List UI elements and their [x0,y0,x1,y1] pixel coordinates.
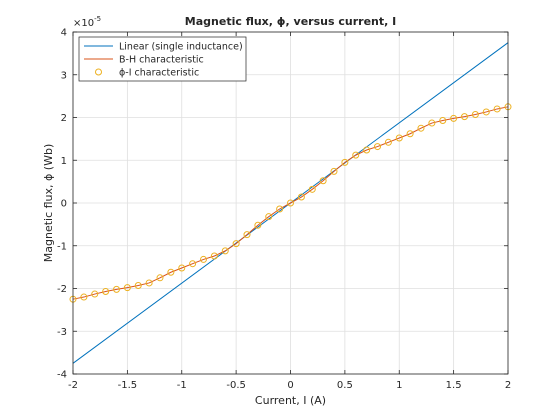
x-tick-label: 1.5 [446,380,462,391]
tick-layer [72,31,509,375]
data-point-marker [363,146,371,154]
data-point-marker [254,221,262,229]
data-point-marker [428,119,436,127]
legend-label-phi-i: ϕ-I characteristic [119,68,199,79]
data-point-marker [145,279,153,287]
data-point-marker [123,284,131,292]
x-tick-label: -1.5 [118,380,138,391]
x-tick-label: 2 [505,380,511,391]
y-exponent-power: -5 [94,15,101,23]
x-tick-label: -0.5 [226,380,246,391]
y-tick-label: 1 [61,156,67,167]
y-tick-label: 2 [61,113,67,124]
data-point-marker [221,247,229,255]
legend-item-phi-i: ϕ-I characteristic [95,68,199,79]
data-point-marker [297,193,305,201]
data-point-marker [189,260,197,268]
legend-item-linear: Linear (single inductance) [84,42,243,53]
data-point-marker [450,114,458,122]
data-point-marker [308,185,316,193]
legend-marker-phi-i [95,68,102,76]
series-line-1 [72,106,509,300]
data-point-marker [330,167,338,175]
y-exponent-base: ×10 [73,18,94,29]
data-point-marker [287,199,294,207]
legend-item-bh: B-H characteristic [84,55,204,66]
x-tick-label: 1 [396,380,402,391]
data-point-marker [80,293,88,301]
y-tick-label: -4 [57,370,67,381]
legend-label-bh: B-H characteristic [119,55,204,66]
data-point-marker [102,287,110,295]
data-point-marker [319,177,327,185]
y-tick-label: 3 [61,70,67,81]
data-point-marker [482,108,490,116]
grid-layer [72,31,509,375]
data-point-marker [113,285,120,293]
chart-title: Magnetic flux, ϕ, versus current, I [185,15,396,28]
y-tick-label: -3 [57,327,67,338]
legend-label-linear: Linear (single inductance) [119,42,243,53]
x-tick-label: -1 [177,380,187,391]
x-tick-label: -2 [68,380,78,391]
x-axis-label: Current, I (A) [255,394,326,407]
data-point-marker [265,213,273,221]
data-point-marker [200,255,207,263]
y-exponent-label: ×10-5 [73,15,101,29]
y-axis-label: Magnetic flux, ϕ (Wb) [42,144,55,262]
data-point-marker [384,138,392,146]
series-layer [69,42,512,364]
data-point-marker [417,124,425,132]
data-point-marker [406,130,414,138]
data-point-marker [276,205,284,213]
label-layer: -2 -1.5 -1 -0.5 0 0.5 1 1.5 2 -4 -3 -2 -1 0 1 2 3 4 [57,28,511,392]
x-tick-label: 0.5 [337,380,353,391]
data-point-marker [374,143,381,151]
data-point-marker [210,252,218,260]
data-point-marker [493,105,501,113]
y-tick-label: 4 [61,28,67,39]
x-tick-label: 0 [287,380,293,391]
data-point-marker [232,240,240,248]
data-point-marker [471,111,479,119]
y-tick-label: -2 [57,284,67,295]
y-tick-label: 0 [61,199,67,210]
y-tick-label: -1 [57,241,67,252]
data-point-marker [243,231,251,239]
data-point-marker [91,290,99,298]
data-point-marker [134,282,142,290]
data-point-marker [395,134,403,142]
data-point-marker [178,264,186,272]
data-point-marker [461,113,468,121]
data-point-marker [352,151,360,159]
data-point-marker [156,274,164,282]
data-point-marker [341,158,349,166]
legend: Linear (single inductance) B-H character… [78,36,247,82]
data-point-marker [439,116,447,124]
data-point-marker [167,268,175,276]
